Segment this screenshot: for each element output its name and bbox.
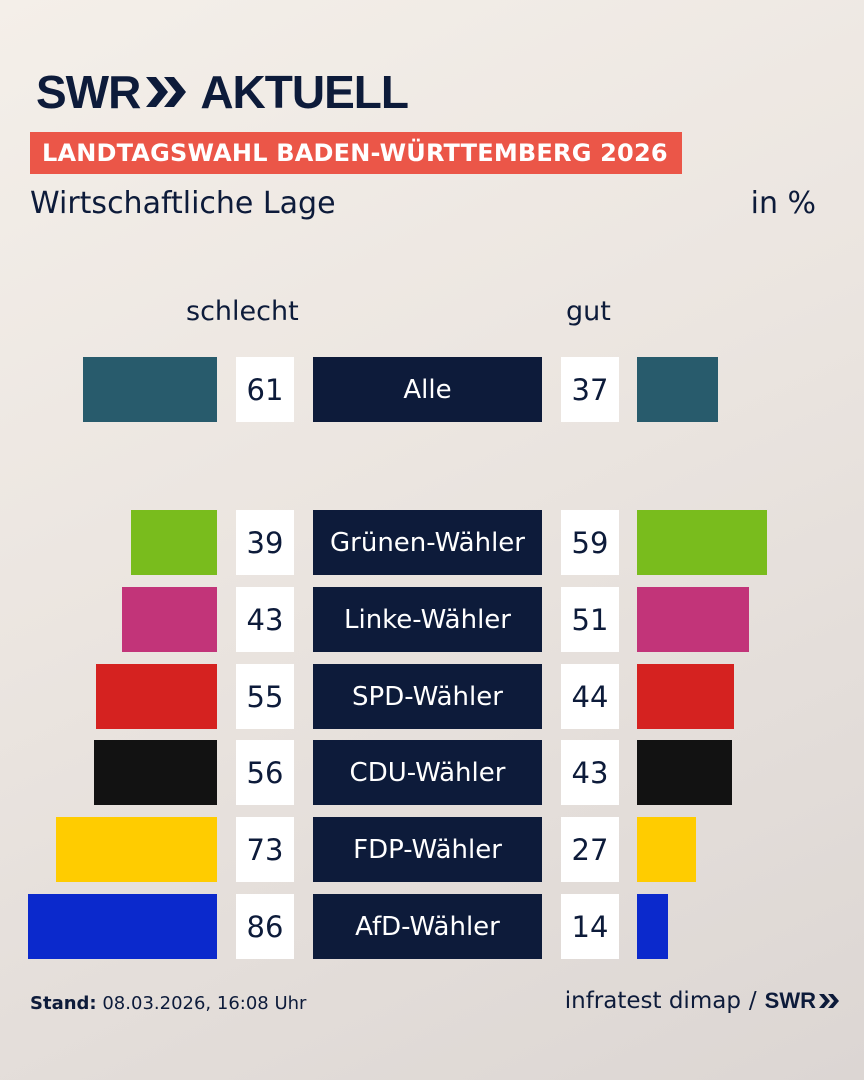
bar-gut-spd-wähler: [637, 664, 734, 729]
value-schlecht-linke-wähler: 43: [236, 587, 294, 652]
bar-schlecht-grünen-wähler: [131, 510, 217, 575]
bar-schlecht-afd-wähler: [28, 894, 217, 959]
value-schlecht-fdp-wähler: 73: [236, 817, 294, 882]
bar-schlecht-linke-wähler: [122, 587, 217, 652]
value-schlecht-alle: 61: [236, 357, 294, 422]
value-schlecht-spd-wähler: 55: [236, 664, 294, 729]
bar-gut-fdp-wähler: [637, 817, 696, 882]
swr-brand-text: SWR: [764, 988, 816, 1013]
bar-gut-afd-wähler: [637, 894, 668, 959]
bar-schlecht-cdu-wähler: [94, 740, 217, 805]
value-schlecht-grünen-wähler: 39: [236, 510, 294, 575]
value-gut-alle: 37: [561, 357, 619, 422]
bar-gut-grünen-wähler: [637, 510, 767, 575]
election-banner: LANDTAGSWAHL BADEN-WÜRTTEMBERG 2026: [30, 132, 682, 174]
double-chevron-small-icon: [819, 994, 839, 1008]
double-chevron-icon: [146, 77, 187, 107]
bar-gut-cdu-wähler: [637, 740, 732, 805]
value-gut-cdu-wähler: 43: [561, 740, 619, 805]
row-label-fdp-wähler: FDP-Wähler: [313, 817, 542, 882]
row-label-afd-wähler: AfD-Wähler: [313, 894, 542, 959]
bar-schlecht-alle: [83, 357, 217, 422]
bar-gut-alle: [637, 357, 718, 422]
row-label-linke-wähler: Linke-Wähler: [313, 587, 542, 652]
unit-label: in %: [750, 186, 816, 221]
stand-label: Stand:: [30, 993, 97, 1014]
source-text: infratest dimap: [564, 988, 741, 1014]
value-gut-grünen-wähler: 59: [561, 510, 619, 575]
bar-gut-linke-wähler: [637, 587, 749, 652]
logo-aktuell-text: AKTUELL: [200, 66, 409, 118]
row-label-cdu-wähler: CDU-Wähler: [313, 740, 542, 805]
column-header-schlecht: schlecht: [186, 296, 299, 327]
value-gut-spd-wähler: 44: [561, 664, 619, 729]
value-schlecht-afd-wähler: 86: [236, 894, 294, 959]
source-credit: infratest dimap / SWR: [565, 988, 840, 1014]
column-header-gut: gut: [566, 296, 611, 327]
row-label-grünen-wähler: Grünen-Wähler: [313, 510, 542, 575]
value-gut-fdp-wähler: 27: [561, 817, 619, 882]
stand-value: 08.03.2026, 16:08 Uhr: [102, 993, 307, 1014]
row-label-alle: Alle: [313, 357, 542, 422]
value-gut-linke-wähler: 51: [561, 587, 619, 652]
row-label-spd-wähler: SPD-Wähler: [313, 664, 542, 729]
logo-swr-text: SWR: [36, 66, 141, 118]
value-schlecht-cdu-wähler: 56: [236, 740, 294, 805]
source-separator: /: [748, 988, 757, 1014]
value-gut-afd-wähler: 14: [561, 894, 619, 959]
bar-schlecht-spd-wähler: [96, 664, 217, 729]
timestamp: Stand: 08.03.2026, 16:08 Uhr: [30, 993, 306, 1014]
chart-subtitle: Wirtschaftliche Lage: [30, 186, 336, 221]
swr-aktuell-logo: SWR AKTUELL: [36, 66, 409, 118]
bar-schlecht-fdp-wähler: [56, 817, 217, 882]
